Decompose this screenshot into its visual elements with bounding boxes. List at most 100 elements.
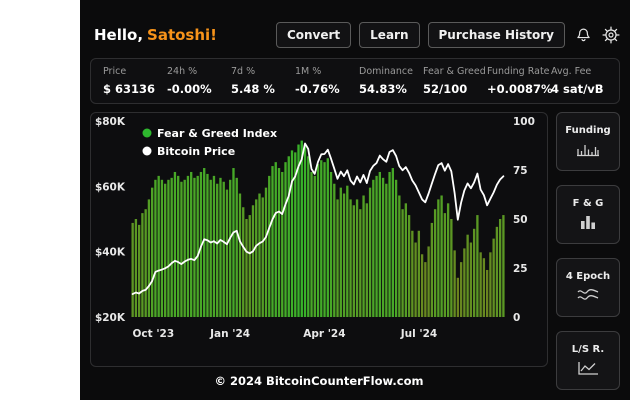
stats-bar: Price $ 63136 24h % -0.00% 7d % 5.48 % 1… (90, 58, 620, 104)
app-window: Hello, Satoshi! Convert Learn Purchase Hi… (80, 0, 630, 400)
fg-bar (287, 156, 290, 317)
fg-bar (183, 179, 186, 317)
right-axis-tick: 50 (513, 214, 528, 226)
fg-bar (417, 230, 421, 317)
stat-7d: 7d % 5.48 % (227, 66, 291, 96)
fg-bar (401, 209, 404, 317)
fg-bar (326, 158, 329, 317)
line-chart-icon (578, 362, 598, 375)
fg-bar (427, 246, 430, 317)
main-content: $80K $60K $40K $20K 100 75 50 25 0 Oct '23 Jan '24… (90, 112, 620, 390)
learn-button[interactable]: Learn (359, 22, 420, 48)
stat-value: -0.00% (167, 82, 212, 96)
legend-swatch (142, 128, 152, 138)
fg-bar (190, 171, 193, 317)
sidebar-item-label: 4 Epoch (565, 271, 611, 282)
fg-bar (316, 164, 320, 317)
stat-value: $ 63136 (103, 82, 156, 96)
fg-bar (349, 199, 352, 317)
right-axis-tick: 100 (513, 116, 535, 128)
fg-bar (137, 224, 141, 317)
fg-bar (238, 193, 242, 317)
fg-bar (307, 156, 310, 317)
right-axis-tick: 0 (513, 312, 520, 324)
fg-bar (232, 168, 235, 317)
fg-bar (378, 171, 381, 317)
stat-value: 54.83% (359, 82, 407, 96)
fg-bar (242, 207, 245, 317)
sidebar-item-4-epoch[interactable]: 4 Epoch (556, 258, 620, 317)
fg-bar (222, 181, 225, 317)
fg-bar (310, 171, 313, 317)
left-axis-tick: $80K (95, 116, 126, 128)
x-axis-tick: Oct '23 (133, 328, 175, 340)
fg-bar (203, 168, 206, 317)
fg-bar (385, 183, 388, 317)
stat-fear-greed: Fear & Greed 52/100 (419, 66, 486, 96)
fg-bar (391, 168, 394, 317)
stat-24h: 24h % -0.00% (163, 66, 227, 96)
fg-bar (398, 195, 401, 317)
fg-bar (258, 193, 261, 317)
fg-bar (407, 215, 411, 317)
left-axis-tick: $60K (95, 181, 126, 193)
settings-gear-button[interactable] (602, 26, 620, 44)
fg-bar (277, 168, 281, 317)
fg-bar (381, 177, 385, 317)
fg-bar (216, 183, 219, 317)
x-axis-tick: Jul '24 (400, 328, 437, 340)
sidebar-item-label: L/S R. (571, 344, 605, 355)
stat-label: Fear & Greed (423, 66, 486, 77)
fg-bar (420, 254, 424, 317)
gear-icon (602, 26, 620, 44)
sidebar-item-long-short-ratio[interactable]: L/S R. (556, 331, 620, 390)
stat-label: Price (103, 66, 127, 77)
fg-bar (212, 175, 216, 317)
notifications-bell-button[interactable] (575, 27, 592, 44)
fg-bar (333, 183, 336, 317)
fg-bar (375, 175, 378, 317)
fg-bar (313, 175, 316, 317)
fg-bar (362, 195, 365, 317)
header: Hello, Satoshi! Convert Learn Purchase Hi… (90, 20, 620, 50)
right-axis-tick: 75 (513, 165, 528, 177)
chart-column: $80K $60K $40K $20K 100 75 50 25 0 Oct '23 Jan '24… (90, 112, 548, 390)
stat-value: 5.48 % (231, 82, 275, 96)
stat-value: 52/100 (423, 82, 468, 96)
funding-histogram-icon (577, 145, 599, 157)
greeting-prefix: Hello, (94, 26, 144, 44)
fg-bar (443, 213, 447, 317)
left-axis-tick: $40K (95, 247, 126, 259)
fg-bar (414, 242, 417, 317)
stat-value: 4 sat/vB (551, 82, 604, 96)
fg-bar (365, 203, 368, 317)
left-axis-tick: $20K (95, 312, 126, 324)
sidebar-item-fear-greed[interactable]: F & G (556, 185, 620, 244)
fg-bar (323, 162, 326, 317)
right-axis-tick: 25 (513, 263, 528, 275)
stat-label: Dominance (359, 66, 413, 77)
fg-bar (284, 162, 287, 317)
fg-bar (147, 199, 151, 317)
fg-bar (394, 179, 398, 317)
fg-bar (268, 175, 271, 317)
copyright-footer: © 2024 BitcoinCounterFlow.com (214, 374, 424, 388)
purchase-history-button[interactable]: Purchase History (427, 22, 565, 48)
stat-avg-fee: Avg. Fee 4 sat/vB (547, 66, 611, 96)
fg-bar (450, 219, 453, 317)
fg-bar (437, 199, 440, 317)
fg-bar (271, 166, 274, 317)
fg-bar (320, 160, 323, 317)
fg-bar (209, 179, 212, 317)
stat-price: Price $ 63136 (99, 66, 163, 96)
main-chart-svg: $80K $60K $40K $20K 100 75 50 25 0 Oct '23 Jan '24… (95, 116, 535, 340)
fg-bar (489, 252, 492, 317)
fg-bar (144, 209, 147, 317)
sidebar-item-funding[interactable]: Funding (556, 112, 620, 171)
fg-bar (281, 171, 284, 317)
stat-value: -0.76% (295, 82, 340, 96)
convert-button[interactable]: Convert (275, 22, 352, 48)
fg-bar (157, 175, 160, 317)
sidebar-item-label: Funding (565, 125, 611, 136)
fg-bar (492, 238, 495, 317)
